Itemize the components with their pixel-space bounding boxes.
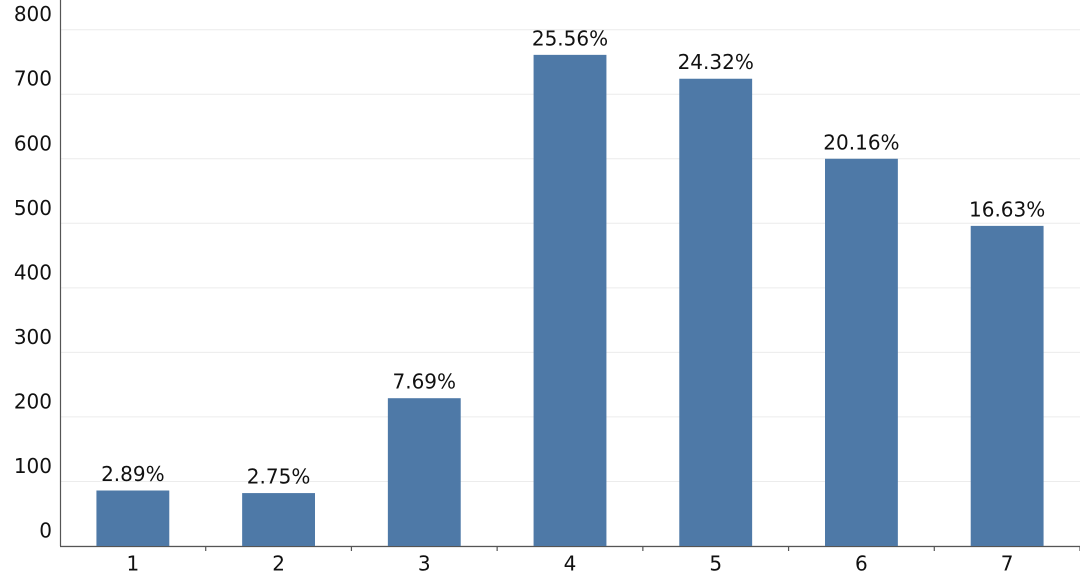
data-label: 24.32% xyxy=(678,50,754,74)
x-tick-label: 5 xyxy=(709,552,722,576)
bar xyxy=(96,490,170,546)
y-tick-label: 200 xyxy=(14,389,52,413)
data-label: 2.75% xyxy=(247,465,311,489)
y-tick-label: 0 xyxy=(39,519,52,543)
y-tick-label: 300 xyxy=(14,325,52,349)
bar xyxy=(242,493,315,546)
bar xyxy=(679,78,753,547)
x-tick-label: 3 xyxy=(418,552,431,576)
bar xyxy=(825,158,898,546)
x-tick-label: 1 xyxy=(126,552,139,576)
data-label: 7.69% xyxy=(393,370,457,394)
bar xyxy=(533,54,607,546)
y-tick-label: 500 xyxy=(14,196,52,220)
x-tick-label: 2 xyxy=(272,552,285,576)
x-tick-label: 6 xyxy=(855,552,868,576)
bar xyxy=(387,398,461,546)
y-tick-label: 600 xyxy=(14,131,52,155)
data-label: 16.63% xyxy=(969,197,1045,221)
y-tick-label: 100 xyxy=(14,454,52,478)
y-tick-label: 700 xyxy=(14,67,52,91)
data-label: 25.56% xyxy=(532,26,608,50)
x-tick-label: 4 xyxy=(564,552,577,576)
x-tick-label: 7 xyxy=(1001,552,1014,576)
y-tick-label: 400 xyxy=(14,260,52,284)
y-tick-label: 800 xyxy=(14,2,52,26)
bar xyxy=(970,225,1044,546)
data-label: 2.89% xyxy=(101,462,165,486)
data-label: 20.16% xyxy=(823,130,899,154)
